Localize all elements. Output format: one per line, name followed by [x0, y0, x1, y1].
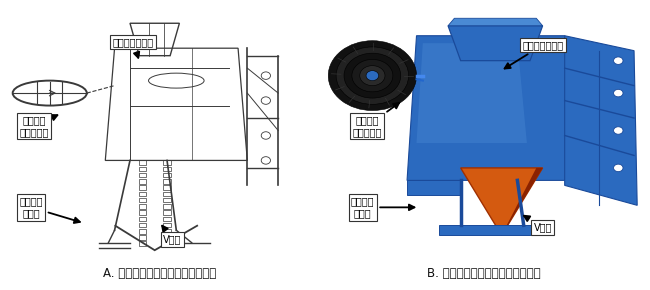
Bar: [163, 167, 171, 171]
Circle shape: [614, 89, 623, 97]
Bar: [163, 210, 171, 215]
Circle shape: [614, 164, 623, 172]
Bar: [138, 198, 146, 202]
Ellipse shape: [360, 66, 385, 86]
Circle shape: [614, 127, 623, 134]
Polygon shape: [417, 43, 527, 143]
Text: 暗渠管の
搭載リール: 暗渠管の 搭載リール: [19, 115, 57, 137]
Bar: [138, 179, 146, 184]
Bar: [163, 173, 171, 177]
Bar: [138, 217, 146, 221]
Polygon shape: [565, 36, 637, 205]
Bar: [138, 204, 146, 209]
Bar: [138, 235, 146, 240]
Ellipse shape: [336, 47, 409, 104]
Ellipse shape: [352, 59, 393, 92]
Text: V字刃: V字刃: [524, 216, 552, 233]
Text: A. カットドレーナーの構造の説明: A. カットドレーナーの構造の説明: [103, 267, 216, 280]
Polygon shape: [502, 168, 543, 235]
Bar: [163, 235, 171, 240]
Polygon shape: [407, 36, 580, 180]
Text: 暗渠管の
敷設口: 暗渠管の 敷設口: [20, 197, 80, 223]
Polygon shape: [461, 168, 543, 235]
Bar: [138, 223, 146, 227]
Text: V字刃: V字刃: [162, 226, 181, 244]
Bar: [138, 173, 146, 177]
Text: 疎水材の投入口: 疎水材の投入口: [112, 37, 154, 58]
Bar: [163, 179, 171, 184]
Ellipse shape: [344, 53, 401, 98]
Ellipse shape: [366, 71, 379, 81]
Bar: [138, 229, 146, 233]
Bar: [138, 185, 146, 190]
Bar: [163, 204, 171, 209]
Bar: [163, 198, 171, 202]
Bar: [138, 210, 146, 215]
Bar: [163, 192, 171, 196]
Bar: [163, 185, 171, 190]
Circle shape: [614, 57, 623, 64]
Text: 暗渠管の
搭載リール: 暗渠管の 搭載リール: [352, 103, 399, 137]
Bar: [163, 160, 171, 165]
Polygon shape: [448, 26, 543, 61]
Bar: [163, 242, 171, 246]
Polygon shape: [448, 18, 543, 26]
Text: B. カットドレーナーの実機の構造: B. カットドレーナーの実機の構造: [428, 267, 541, 280]
Bar: [163, 229, 171, 233]
Bar: [138, 242, 146, 246]
Bar: [163, 217, 171, 221]
Bar: [138, 167, 146, 171]
Text: 疎水材の投入口: 疎水材の投入口: [504, 40, 564, 68]
Bar: [138, 160, 146, 165]
Text: 暗渠管の
敷設口: 暗渠管の 敷設口: [351, 197, 415, 218]
Bar: [138, 192, 146, 196]
Polygon shape: [439, 225, 549, 235]
Bar: [163, 223, 171, 227]
Ellipse shape: [328, 41, 417, 110]
Polygon shape: [407, 180, 461, 195]
